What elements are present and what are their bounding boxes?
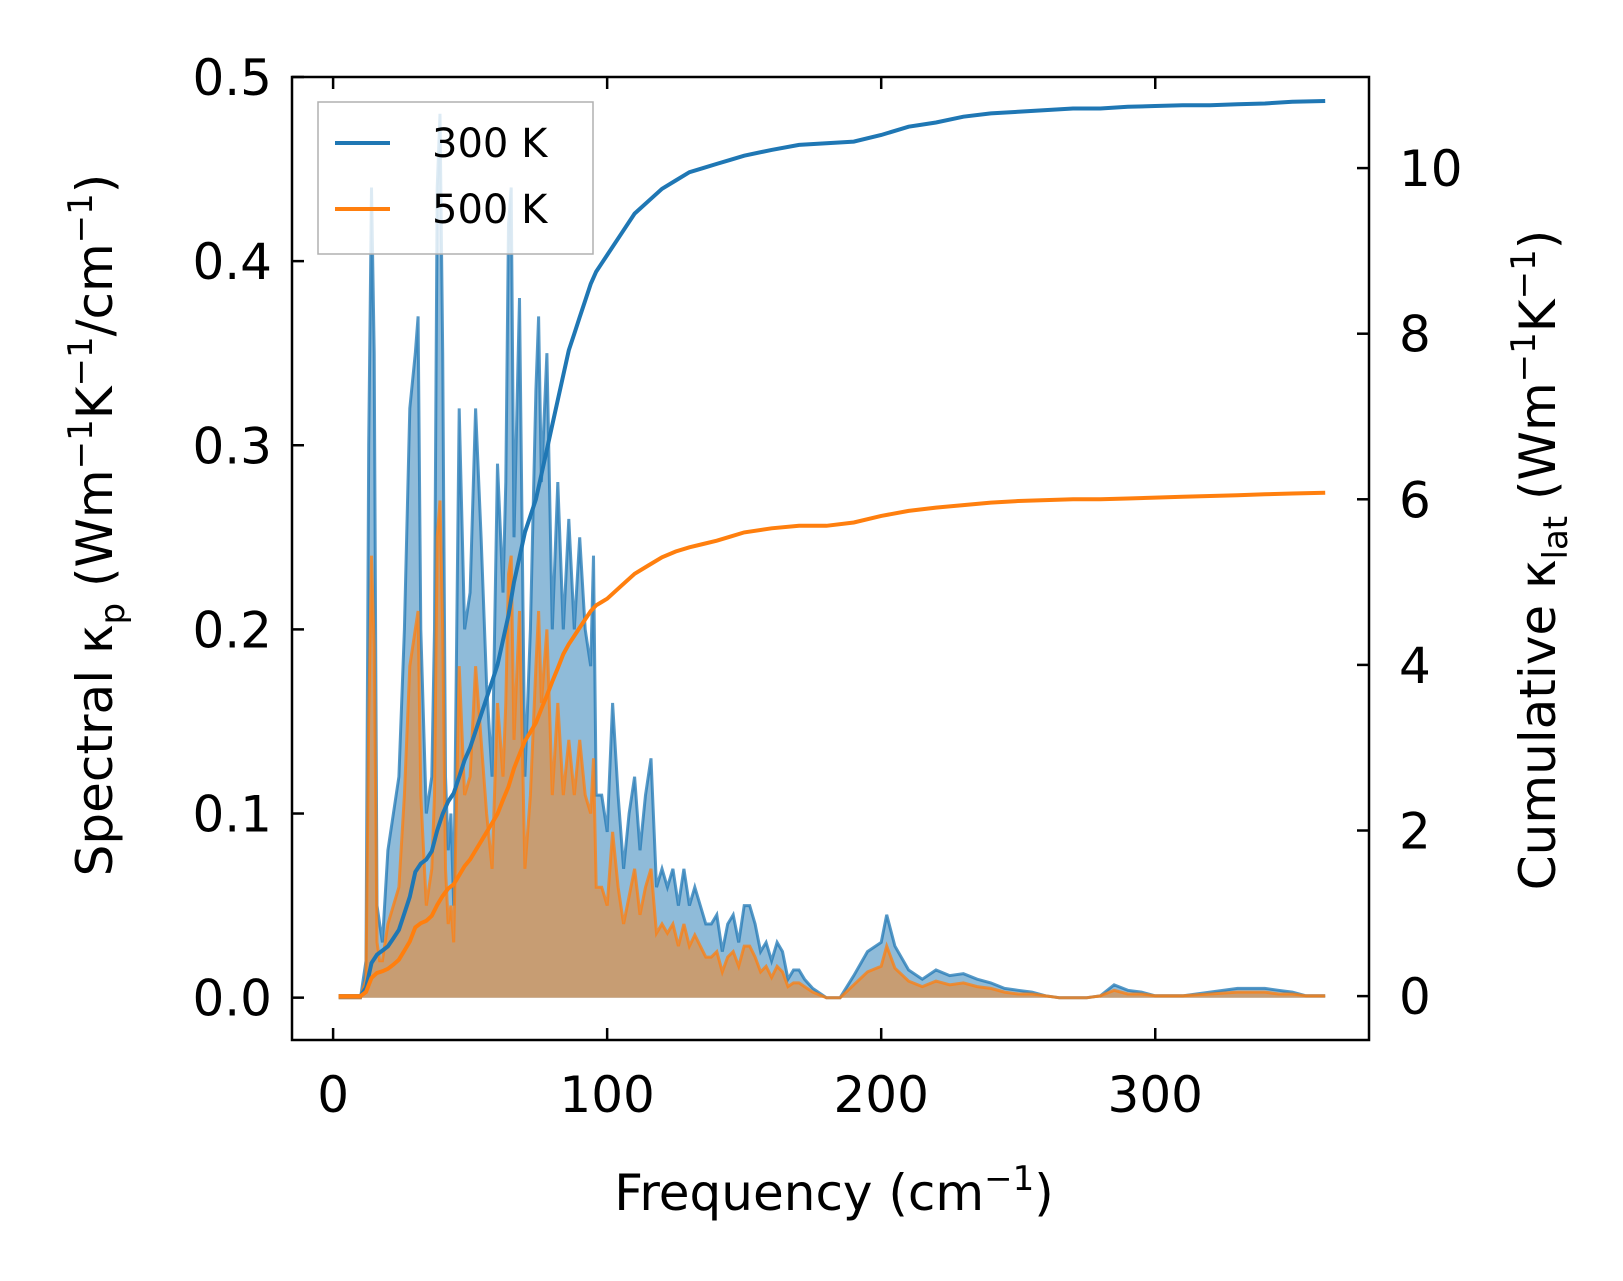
plot-frame <box>290 75 1371 1042</box>
y-right-tick-label: 10 <box>1399 140 1463 198</box>
legend-label-300k: 300 K <box>432 121 549 167</box>
legend-box <box>317 101 594 255</box>
cumulative-line-500k <box>338 490 1326 999</box>
y-right-axis-title: Cumulative κlat (Wm−1K−1) <box>1504 230 1576 890</box>
y-right-tick-label: 6 <box>1399 471 1431 529</box>
series-lines <box>338 99 1326 999</box>
axes: 0 100 200 300 0.0 0.1 0.2 0.3 0.4 0.5 0 2 4 6 8 10 <box>192 49 1462 1124</box>
y-left-tick-label: 0.0 <box>192 970 272 1028</box>
y-right-tick-label: 0 <box>1399 968 1431 1026</box>
spectral-area-500k <box>338 500 1326 998</box>
y-left-tick-label: 0.1 <box>192 786 272 844</box>
spectral-area-300k <box>338 113 1326 998</box>
y-left-tick-label: 0.4 <box>192 233 272 291</box>
y-right-tick-label: 4 <box>1399 637 1431 695</box>
x-tick-label: 200 <box>833 1066 928 1124</box>
y-left-axis-title: Spectral κp (Wm−1K−1/cm−1) <box>61 174 133 877</box>
x-tick-label: 300 <box>1108 1066 1203 1124</box>
y-left-tick-label: 0.5 <box>192 49 272 107</box>
legend: 300 K 500 K <box>317 101 594 255</box>
y-right-tick-label: 2 <box>1399 803 1431 861</box>
legend-label-500k: 500 K <box>432 187 549 233</box>
y-left-tick-label: 0.2 <box>192 601 272 659</box>
x-axis-title: Frequency (cm−1) <box>614 1159 1054 1222</box>
cumulative-line-300k <box>338 99 1326 999</box>
y-right-tick-label: 8 <box>1399 306 1431 364</box>
x-tick-label: 100 <box>559 1066 654 1124</box>
x-tick-label: 0 <box>317 1066 349 1124</box>
y-left-tick-label: 0.3 <box>192 417 272 475</box>
spectral-line-500k <box>338 500 1326 1000</box>
